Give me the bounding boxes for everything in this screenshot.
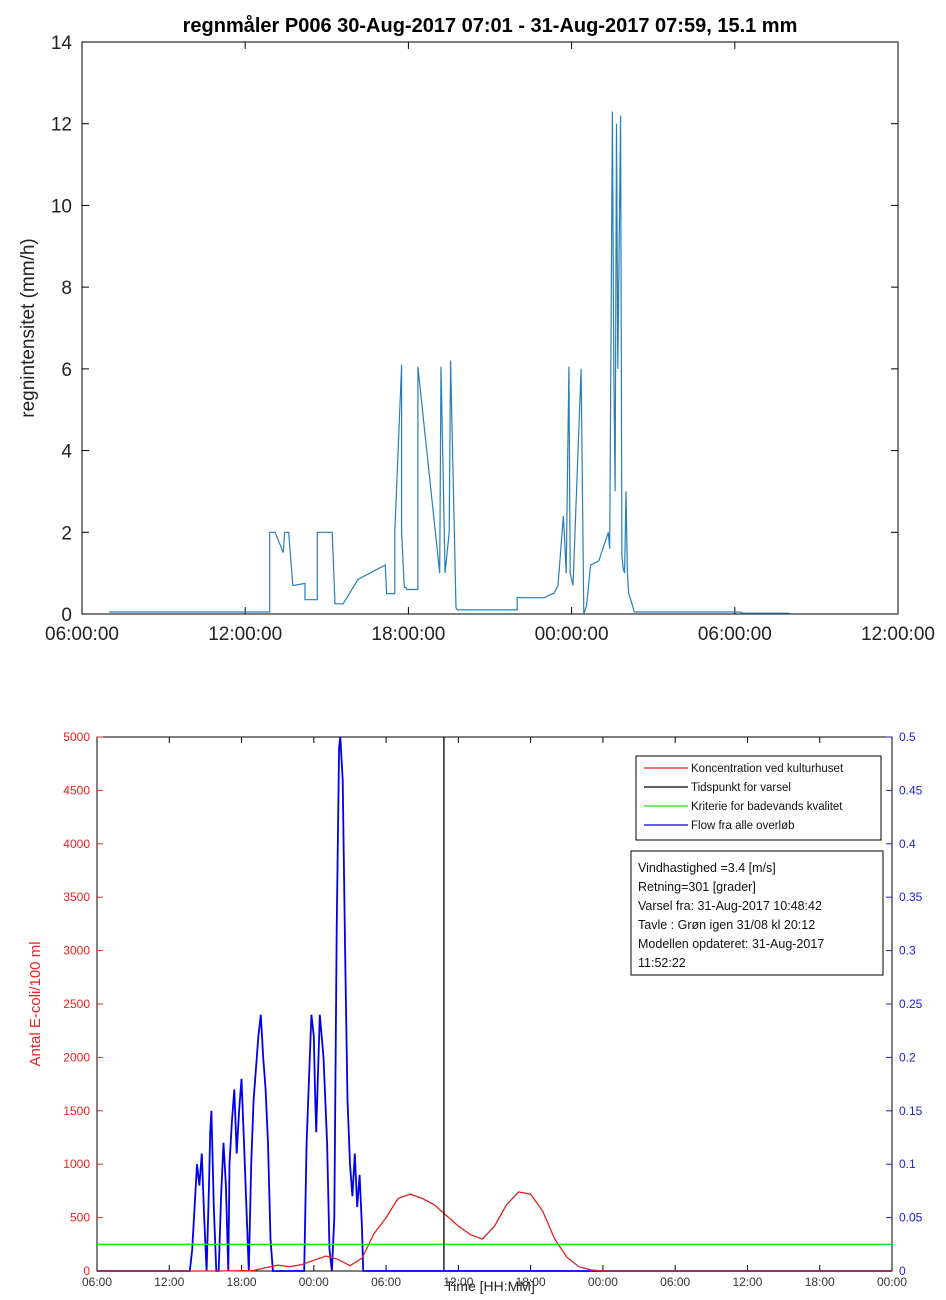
ecoli-left-tick-label: 3000 bbox=[63, 944, 90, 958]
info-line: 11:52:22 bbox=[638, 956, 686, 970]
ecoli-x-axis: 06:00 12:00 18:00 00:00 06:00 12:00 18:00 00:00… bbox=[82, 737, 907, 1289]
rain-y-axis-label: regnintensitet (mm/h) bbox=[18, 238, 39, 418]
flow-line bbox=[97, 736, 892, 1272]
ecoli-left-tick-label: 4000 bbox=[63, 837, 90, 851]
rain-y-tick-label: 10 bbox=[51, 196, 72, 217]
ecoli-right-tick-label: 0.4 bbox=[899, 837, 916, 851]
ecoli-y-axis-label: Antal E-coli/100 ml bbox=[27, 941, 44, 1066]
rain-y-tick-label: 6 bbox=[61, 360, 72, 381]
rain-x-axis: 06:00:00 12:00:00 18:00:00 00:00:00 06:00:00… bbox=[45, 42, 935, 645]
ecoli-x-tick-label: 18:00 bbox=[227, 1275, 257, 1289]
ecoli-right-tick-label: 0.45 bbox=[899, 783, 923, 797]
ecoli-right-tick-label: 0.5 bbox=[899, 730, 916, 744]
ecoli-x-tick-label: 00:00 bbox=[299, 1275, 329, 1289]
rain-chart: regnmåler P006 30-Aug-2017 07:01 - 31-Au… bbox=[18, 14, 935, 645]
rain-y-tick-label: 14 bbox=[51, 33, 73, 54]
rain-x-tick-label: 06:00:00 bbox=[698, 624, 772, 645]
rain-plot-area bbox=[81, 41, 899, 615]
ecoli-x-tick-label: 12:00 bbox=[732, 1275, 762, 1289]
ecoli-left-tick-label: 500 bbox=[70, 1211, 90, 1225]
ecoli-right-tick-label: 0.15 bbox=[899, 1104, 923, 1118]
rain-x-tick-label: 12:00:00 bbox=[208, 624, 282, 645]
info-box-frame bbox=[630, 850, 884, 976]
ecoli-right-tick-label: 0.05 bbox=[899, 1211, 923, 1225]
ecoli-x-tick-label: 00:00 bbox=[877, 1275, 907, 1289]
ecoli-right-tick-label: 0.25 bbox=[899, 997, 923, 1011]
legend: Koncentration ved kulturhuset Tidspunkt f… bbox=[635, 755, 882, 841]
legend-box bbox=[635, 755, 882, 841]
rain-y-tick-label: 4 bbox=[61, 442, 72, 463]
info-line: Tavle : Grøn igen 31/08 kl 20:12 bbox=[638, 918, 815, 932]
rain-y-tick-label: 0 bbox=[61, 605, 72, 626]
rain-chart-title: regnmåler P006 30-Aug-2017 07:01 - 31-Au… bbox=[183, 14, 798, 37]
legend-label: Koncentration ved kulturhuset bbox=[691, 763, 844, 775]
ecoli-left-tick-label: 0 bbox=[83, 1264, 90, 1278]
legend-label: Kriterie for badevands kvalitet bbox=[691, 801, 843, 813]
ecoli-right-tick-label: 0.1 bbox=[899, 1157, 916, 1171]
ecoli-left-tick-label: 1500 bbox=[63, 1104, 90, 1118]
ecoli-left-tick-label: 1000 bbox=[63, 1157, 90, 1171]
legend-label: Flow fra alle overløb bbox=[691, 820, 795, 832]
ecoli-x-tick-label: 06:00 bbox=[371, 1275, 401, 1289]
ecoli-left-tick-label: 5000 bbox=[63, 730, 90, 744]
rain-y-tick-label: 12 bbox=[51, 115, 72, 136]
info-line: Retning=301 [grader] bbox=[638, 880, 756, 894]
info-box: Vindhastighed =3.4 [m/s] Retning=301 [gra… bbox=[630, 850, 884, 976]
ecoli-x-tick-label: 18:00 bbox=[805, 1275, 835, 1289]
rain-intensity-line bbox=[109, 111, 790, 615]
ecoli-x-tick-label: 12:00 bbox=[443, 1275, 473, 1289]
ecoli-chart: Antal E-coli/100 ml Time [HH:MM] 06:00 12… bbox=[27, 730, 923, 1294]
ecoli-left-tick-label: 2000 bbox=[63, 1050, 90, 1064]
ecoli-x-tick-label: 12:00 bbox=[154, 1275, 184, 1289]
ecoli-right-axis: 0 0.05 0.1 0.15 0.2 0.25 0.3 0.35 0.4 0.45 0.5 bbox=[886, 730, 923, 1278]
rain-x-tick-label: 06:00:00 bbox=[45, 624, 119, 645]
ecoli-x-tick-label: 18:00 bbox=[516, 1275, 546, 1289]
rain-y-axis: 0 2 4 6 8 10 12 14 bbox=[51, 33, 898, 626]
ecoli-left-axis: 0 500 1000 1500 2000 2500 3000 3500 4000 4500 5000 bbox=[63, 730, 103, 1278]
ecoli-right-tick-label: 0 bbox=[899, 1264, 906, 1278]
ecoli-concentration-line bbox=[97, 1191, 892, 1272]
info-line: Modellen opdateret: 31-Aug-2017 bbox=[638, 937, 824, 951]
rain-y-tick-label: 8 bbox=[61, 278, 72, 299]
ecoli-left-tick-label: 4500 bbox=[63, 783, 90, 797]
rain-x-tick-label: 00:00:00 bbox=[535, 624, 609, 645]
legend-label: Tidspunkt for varsel bbox=[691, 782, 791, 794]
ecoli-left-tick-label: 2500 bbox=[63, 997, 90, 1011]
ecoli-x-axis-label: Time [HH:MM] bbox=[445, 1278, 535, 1294]
rain-y-tick-label: 2 bbox=[61, 523, 72, 544]
ecoli-right-tick-label: 0.35 bbox=[899, 890, 923, 904]
rain-x-tick-label: 18:00:00 bbox=[371, 624, 445, 645]
rain-x-tick-label: 12:00:00 bbox=[861, 624, 935, 645]
ecoli-x-tick-label: 00:00 bbox=[588, 1275, 618, 1289]
ecoli-x-tick-label: 06:00 bbox=[660, 1275, 690, 1289]
ecoli-x-tick-label: 06:00 bbox=[82, 1275, 112, 1289]
info-line: Vindhastighed =3.4 [m/s] bbox=[638, 861, 776, 875]
ecoli-right-tick-label: 0.3 bbox=[899, 944, 916, 958]
ecoli-left-tick-label: 3500 bbox=[63, 890, 90, 904]
ecoli-right-tick-label: 0.2 bbox=[899, 1050, 916, 1064]
info-line: Varsel fra: 31-Aug-2017 10:48:42 bbox=[638, 899, 822, 913]
